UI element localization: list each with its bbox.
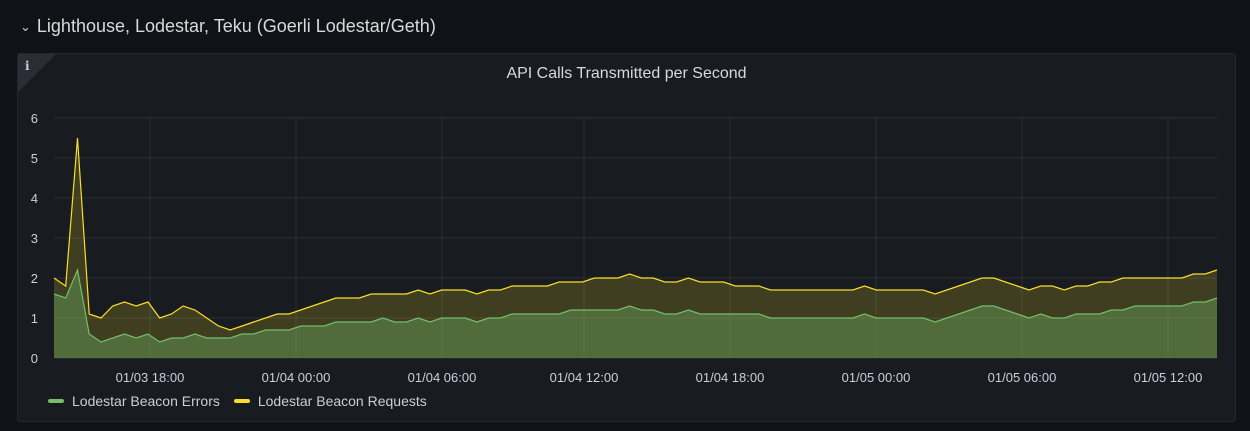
x-tick-label: 01/04 12:00 [550,370,619,385]
series-line-1 [53,137,1218,331]
x-tick-label: 01/04 00:00 [262,370,331,385]
x-tick-label: 01/05 00:00 [842,370,911,385]
x-tick-label: 01/05 12:00 [1134,370,1203,385]
x-tick-label: 01/03 18:00 [116,370,185,385]
y-tick-label: 2 [31,271,38,286]
legend-item-requests[interactable]: Lodestar Beacon Requests [233,393,427,409]
chart-panel[interactable]: i API Calls Transmitted per Second 0 1 2 3 4… [17,53,1236,422]
legend-swatch-requests [233,399,250,403]
row-header[interactable]: ⌄ Lighthouse, Lodestar, Teku (Goerli Lod… [20,12,436,40]
x-tick-label: 01/05 06:00 [988,370,1057,385]
chart-svg[interactable]: 0 1 2 3 4 5 6 01/03 18:00 01/04 00:00 01/04 06:00… [18,54,1237,423]
y-tick-label: 1 [31,311,38,326]
series-area-0 [54,270,1217,358]
x-tick-label: 01/04 06:00 [408,370,477,385]
series-line-0 [53,267,1218,343]
legend-item-errors[interactable]: Lodestar Beacon Errors [48,393,220,409]
legend-label-errors[interactable]: Lodestar Beacon Errors [72,393,220,409]
info-icon[interactable]: i [25,59,30,73]
legend: Lodestar Beacon Errors Lodestar Beacon R… [48,393,427,409]
panel-title[interactable]: API Calls Transmitted per Second [506,65,747,82]
y-tick-label: 5 [31,151,38,166]
info-corner [18,54,56,92]
chevron-down-icon[interactable]: ⌄ [20,18,31,34]
y-tick-label: 4 [31,191,38,206]
x-tick-label: 01/04 18:00 [696,370,765,385]
y-tick-label: 6 [31,111,38,126]
row-title: Lighthouse, Lodestar, Teku (Goerli Lodes… [36,15,436,36]
y-tick-label: 3 [31,231,38,246]
legend-swatch-errors [48,399,64,403]
series-area-1 [54,138,1217,358]
legend-label-requests[interactable]: Lodestar Beacon Requests [257,393,427,409]
y-tick-label: 0 [31,351,38,366]
